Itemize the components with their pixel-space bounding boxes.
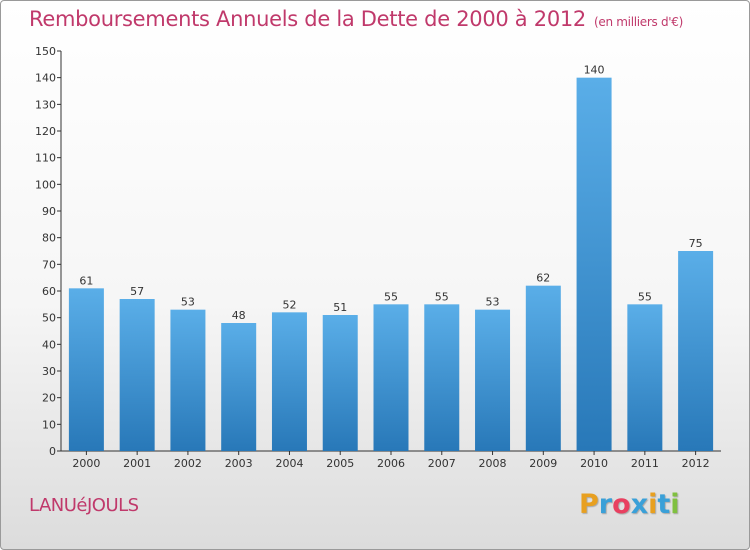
logo-letter: t <box>657 489 671 520</box>
x-tick-label: 2010 <box>580 457 608 470</box>
y-tick-label: 10 <box>42 418 56 431</box>
proxiti-logo: Proxiti <box>579 489 680 520</box>
bar-2012 <box>678 251 714 451</box>
x-tick-label: 2002 <box>174 457 202 470</box>
x-tick-label: 2004 <box>275 457 303 470</box>
x-tick-label: 2005 <box>326 457 354 470</box>
y-tick-label: 140 <box>35 72 56 85</box>
bar-2008 <box>475 309 511 451</box>
commune-name: LANUéJOULS <box>29 495 139 516</box>
bar-2001 <box>119 299 155 451</box>
bar-2009 <box>525 285 561 451</box>
bar-2004 <box>271 312 307 451</box>
x-tick-label: 2009 <box>529 457 557 470</box>
bar-value-label: 57 <box>130 285 144 298</box>
bar-value-label: 61 <box>79 274 93 287</box>
x-tick-label: 2011 <box>631 457 659 470</box>
logo-letter: r <box>598 489 613 520</box>
y-tick-label: 40 <box>42 338 56 351</box>
logo-letter: P <box>579 489 599 520</box>
x-tick-label: 2006 <box>377 457 405 470</box>
x-tick-label: 2012 <box>682 457 710 470</box>
y-tick-label: 0 <box>49 445 56 458</box>
bar-value-label: 75 <box>689 237 703 250</box>
y-tick-label: 120 <box>35 125 56 138</box>
y-tick-label: 50 <box>42 312 56 325</box>
logo-letter: o <box>612 489 631 520</box>
bar-value-label: 55 <box>435 290 449 303</box>
y-tick-label: 80 <box>42 232 56 245</box>
y-tick-label: 90 <box>42 205 56 218</box>
logo-letter: i <box>648 489 658 520</box>
y-tick-label: 150 <box>35 45 56 58</box>
chart-title: Remboursements Annuels de la Dette de 20… <box>29 7 683 31</box>
x-tick-label: 2008 <box>479 457 507 470</box>
y-tick-label: 110 <box>35 152 56 165</box>
bar-value-label: 55 <box>384 290 398 303</box>
bar-value-label: 55 <box>638 290 652 303</box>
bar-value-label: 52 <box>282 298 296 311</box>
logo-letter: x <box>630 489 649 520</box>
bar-2007 <box>424 304 460 451</box>
x-tick-label: 2000 <box>72 457 100 470</box>
bar-2002 <box>170 309 206 451</box>
bar-value-label: 48 <box>232 309 246 322</box>
bar-value-label: 53 <box>181 296 195 309</box>
logo-letter: i <box>670 489 680 520</box>
x-tick-label: 2001 <box>123 457 151 470</box>
bar-value-label: 53 <box>486 296 500 309</box>
x-tick-label: 2003 <box>225 457 253 470</box>
bar-2000 <box>68 288 104 451</box>
bar-2006 <box>373 304 409 451</box>
y-tick-label: 60 <box>42 285 56 298</box>
y-tick-label: 20 <box>42 392 56 405</box>
y-tick-label: 70 <box>42 258 56 271</box>
bar-2011 <box>627 304 663 451</box>
bar-2005 <box>322 315 358 451</box>
x-tick-label: 2007 <box>428 457 456 470</box>
y-tick-label: 100 <box>35 178 56 191</box>
y-tick-label: 30 <box>42 365 56 378</box>
bar-value-label: 140 <box>584 64 605 77</box>
chart-title-text: Remboursements Annuels de la Dette de 20… <box>29 7 586 31</box>
y-tick-label: 130 <box>35 98 56 111</box>
bar-2010 <box>576 77 612 452</box>
bar-value-label: 62 <box>536 272 550 285</box>
chart-unit: (en milliers d'€) <box>594 15 684 29</box>
bar-value-label: 51 <box>333 301 347 314</box>
bar-2003 <box>221 323 257 451</box>
